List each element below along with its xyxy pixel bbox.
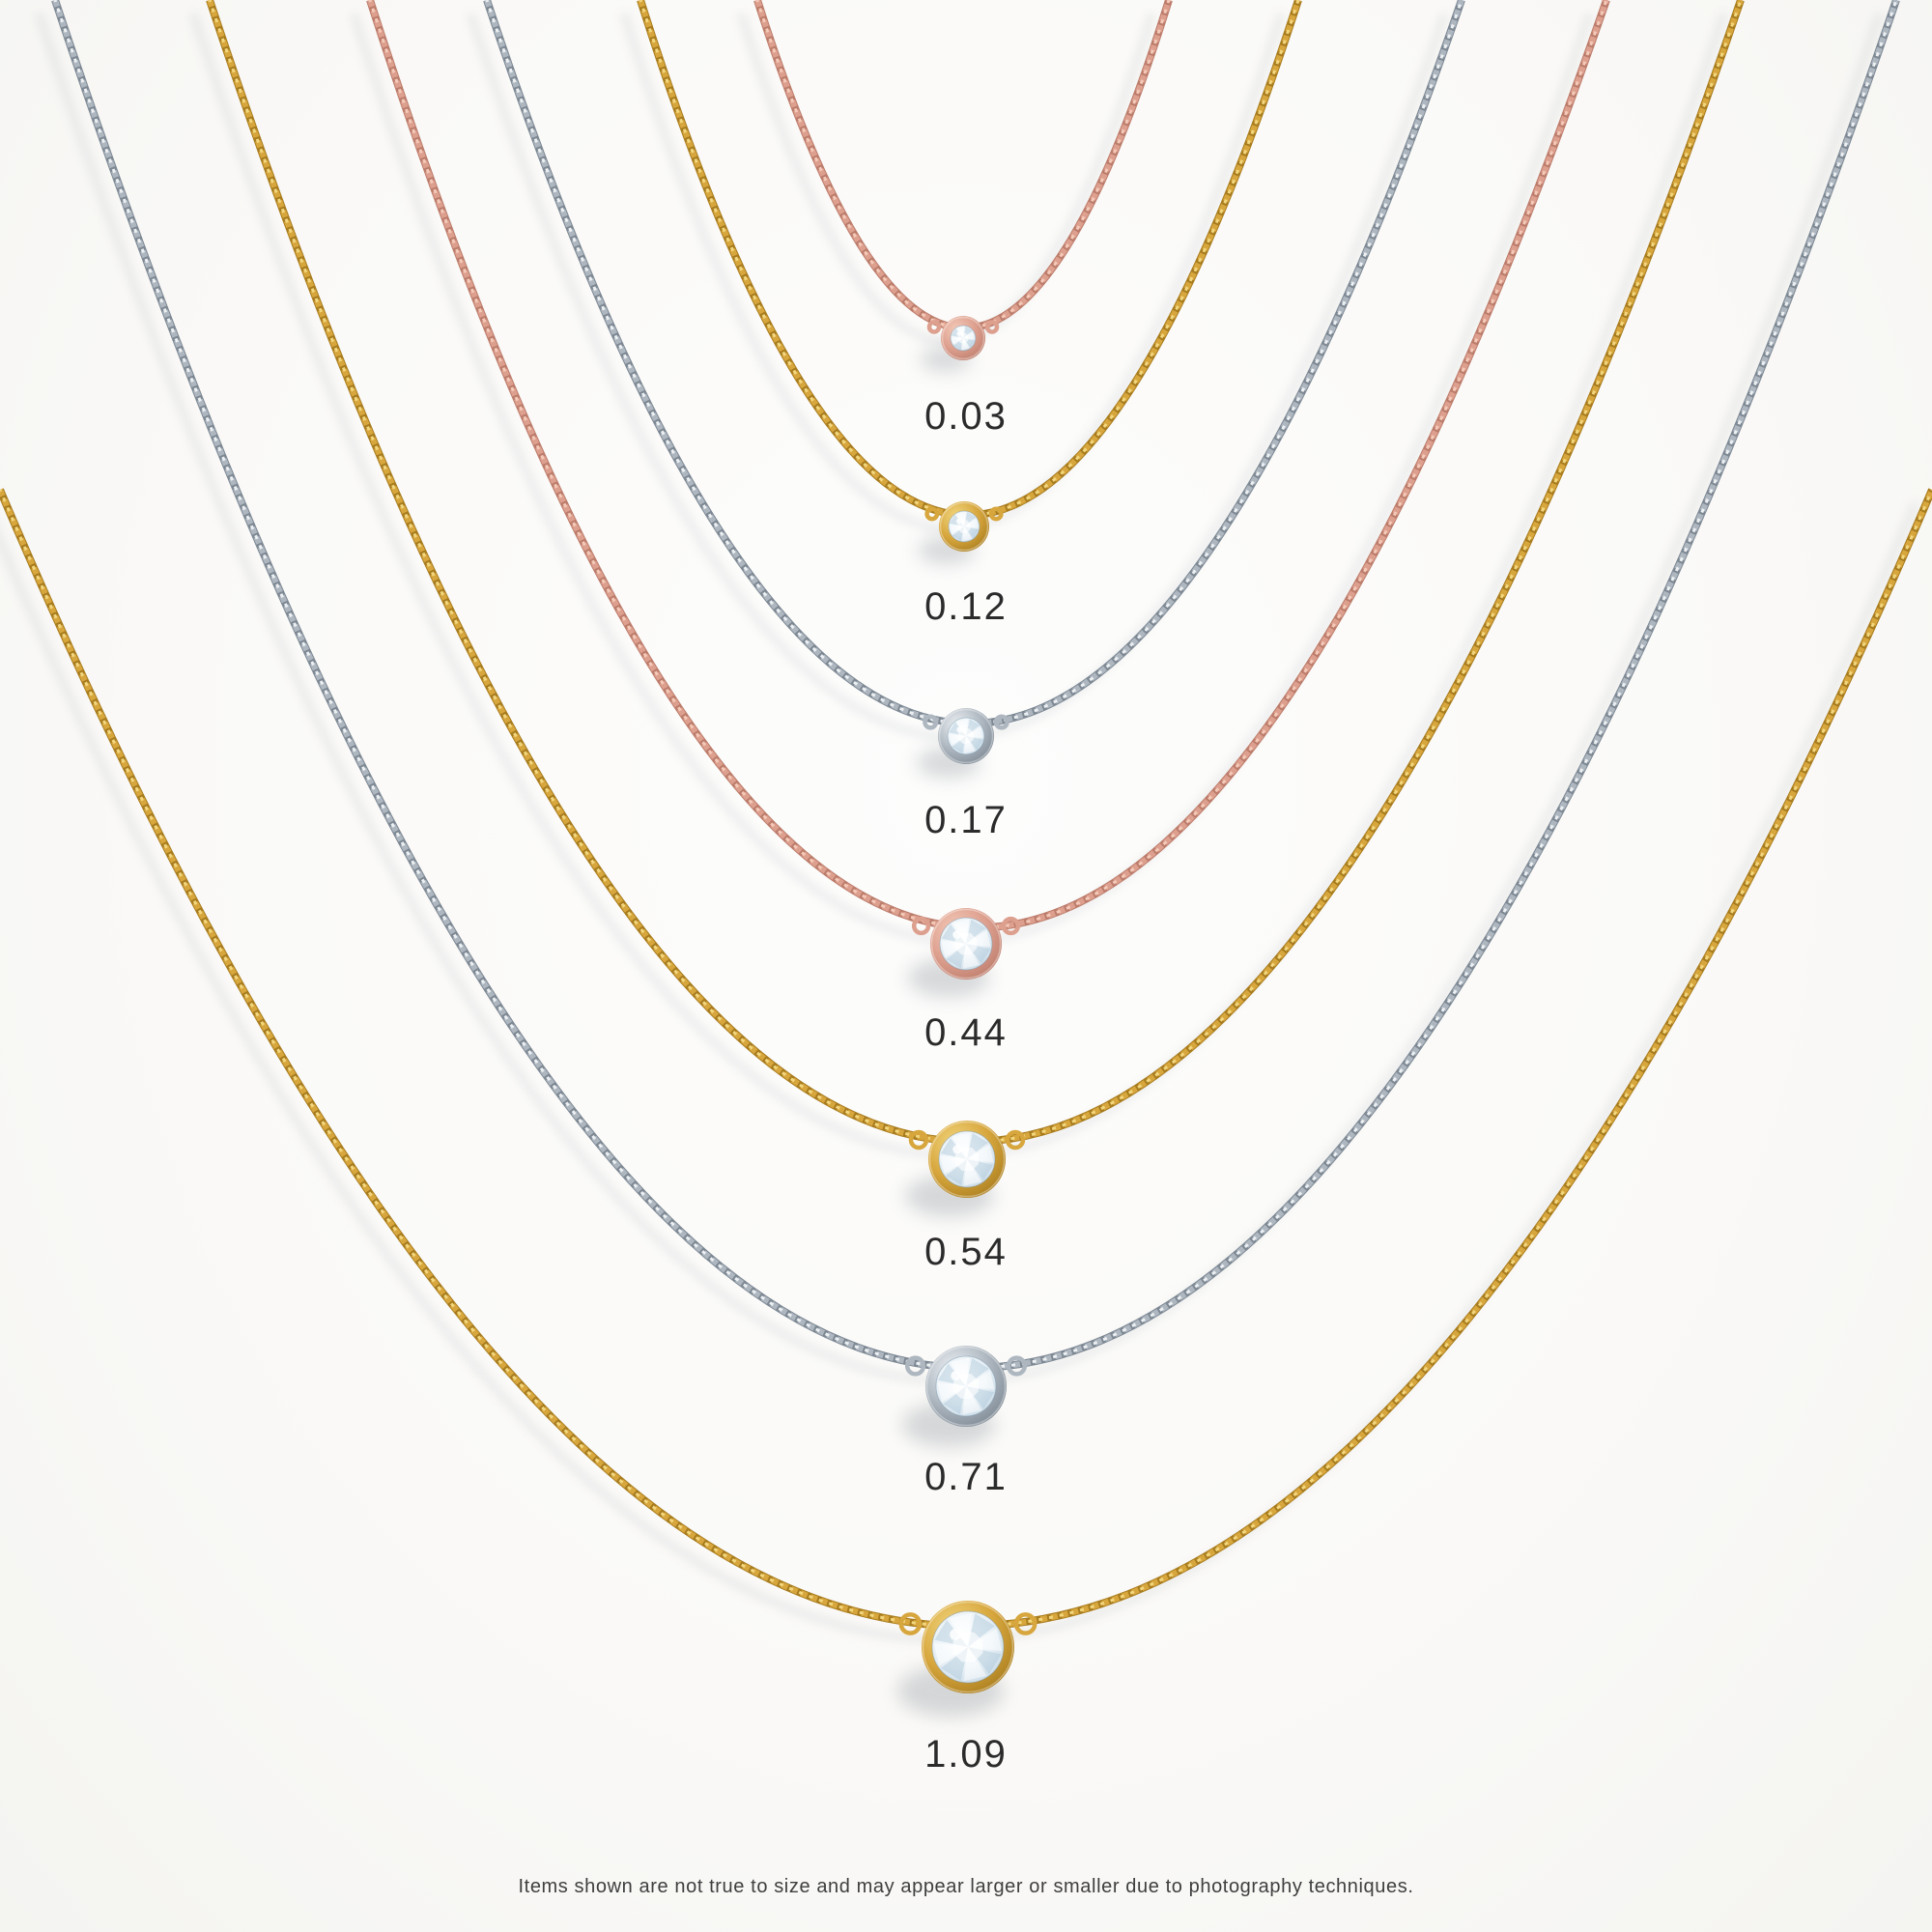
pendant-loop (1001, 916, 1021, 936)
diamond-sparkle (956, 331, 961, 336)
necklace: 0.44 (350, 0, 1610, 1054)
diamond-table (953, 1374, 979, 1399)
pendant (941, 316, 985, 360)
pendant (928, 1121, 1006, 1198)
necklace: 0.17 (467, 0, 1465, 841)
diamond-table (957, 332, 969, 344)
bezel-highlight (938, 708, 994, 764)
pendant-loop (1005, 1129, 1026, 1151)
bezel-highlight (930, 908, 1002, 980)
chain-shadow (620, 12, 1286, 532)
pendant (922, 1601, 1014, 1693)
carat-label: 0.71 (924, 1456, 1008, 1498)
carat-label: 0.03 (924, 395, 1008, 438)
pendant-loop (1013, 1612, 1037, 1635)
diamond-table (952, 1632, 983, 1662)
bezel-highlight (941, 316, 985, 360)
necklace: 0.71 (35, 0, 1900, 1498)
pendant (938, 708, 994, 764)
pendant-loop (923, 714, 939, 730)
carat-label: 0.44 (924, 1011, 1008, 1054)
diamond-table (958, 728, 974, 744)
diamond-sparkle (952, 930, 961, 939)
pendant (939, 501, 989, 552)
diamond-sparkle (950, 1629, 961, 1640)
carat-label: 0.54 (924, 1231, 1008, 1273)
diamond-table (957, 520, 971, 533)
pendant-loop (1006, 1355, 1028, 1377)
necklace: 0.54 (189, 0, 1745, 1273)
diamond-table (954, 932, 978, 955)
chain-highlight (485, 0, 1463, 725)
carat-label: 0.17 (924, 799, 1008, 841)
necklace: 0.03 (737, 0, 1173, 438)
diamond-table (954, 1147, 980, 1172)
bezel-highlight (928, 1121, 1006, 1198)
chain-links (0, 488, 1932, 1630)
chain-shadow (467, 12, 1449, 741)
chain-shadow (737, 12, 1156, 346)
diamond-sparkle (952, 1145, 962, 1154)
diamond-sparkle (955, 518, 961, 524)
pendant-loop (988, 506, 1004, 522)
bezel-highlight (922, 1601, 1014, 1693)
pendant-loop (993, 714, 1009, 730)
necklace: 1.09 (0, 488, 1932, 1776)
necklace: 0.12 (620, 0, 1302, 628)
pendant (925, 1346, 1007, 1427)
chain-links (367, 0, 1609, 931)
chain-links (754, 0, 1172, 331)
pendant-loop (984, 320, 1000, 334)
pendant-loop (926, 320, 942, 334)
diamond-sparkle (951, 1371, 961, 1381)
carat-label: 0.12 (924, 585, 1008, 628)
pendant-loop (911, 916, 931, 936)
pendant-loop (924, 506, 940, 522)
pendant-loop (898, 1612, 923, 1635)
diamond-sparkle (956, 726, 963, 733)
chain-links (52, 0, 1899, 1372)
pendant (930, 908, 1002, 980)
pendant-loop (908, 1129, 929, 1151)
disclaimer-text: Items shown are not true to size and may… (518, 1876, 1414, 1897)
carat-label: 1.09 (924, 1733, 1008, 1776)
bezel-highlight (939, 501, 989, 552)
pendant-loop (904, 1355, 926, 1377)
bezel-highlight (925, 1346, 1007, 1427)
